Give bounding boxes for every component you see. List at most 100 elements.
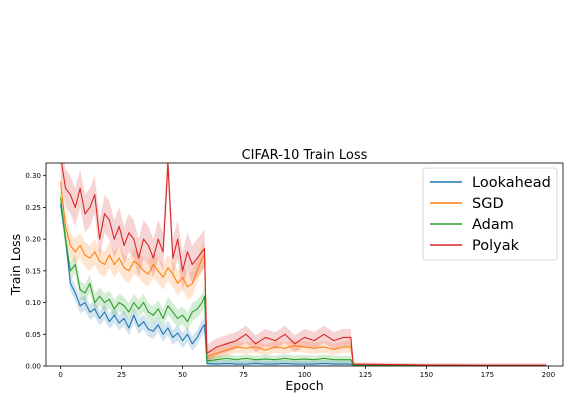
data-point-polyak — [69, 194, 71, 196]
data-point-sgd — [74, 251, 76, 253]
data-point-lookahead — [186, 333, 188, 335]
y-tick-label: 0.10 — [25, 299, 41, 307]
data-point-sgd — [60, 181, 62, 183]
data-point-lookahead — [89, 311, 91, 313]
data-point-lookahead — [147, 328, 149, 330]
data-point-lookahead — [201, 327, 203, 329]
band-adam — [60, 189, 546, 366]
data-point-polyak — [65, 187, 67, 189]
data-point-sgd — [84, 254, 86, 256]
data-point-polyak — [152, 257, 154, 259]
data-point-polyak — [94, 194, 96, 196]
data-point-polyak — [294, 343, 296, 345]
data-point-adam — [201, 302, 203, 304]
data-point-adam — [147, 311, 149, 313]
data-point-sgd — [274, 346, 276, 348]
data-point-lookahead — [216, 363, 218, 365]
data-point-adam — [104, 302, 106, 304]
data-point-sgd — [65, 225, 67, 227]
legend: Lookahead SGD Adam Polyak — [422, 167, 558, 261]
data-point-adam — [182, 314, 184, 316]
series-line-lookahead — [60, 204, 546, 366]
data-point-sgd — [235, 346, 237, 348]
data-point-adam — [204, 295, 206, 297]
y-tick-label: 0.15 — [25, 267, 41, 275]
data-point-sgd — [294, 345, 296, 347]
data-point-sgd — [104, 264, 106, 265]
data-point-lookahead — [94, 308, 96, 310]
data-point-adam — [343, 359, 345, 361]
data-point-adam — [113, 308, 115, 310]
data-point-adam — [162, 317, 164, 319]
data-point-polyak — [147, 244, 149, 246]
data-point-lookahead — [162, 333, 164, 335]
data-point-lookahead — [74, 292, 76, 294]
x-tick-label: 100 — [298, 371, 311, 379]
chart-title: CIFAR-10 Train Loss — [242, 148, 368, 163]
data-point-lookahead — [323, 362, 325, 364]
data-point-polyak — [255, 343, 257, 345]
data-point-sgd — [350, 346, 352, 348]
data-point-lookahead — [204, 324, 206, 326]
y-axis-label: Train Loss — [8, 234, 23, 296]
x-axis-label: Epoch — [285, 378, 323, 393]
data-point-sgd — [304, 346, 305, 348]
data-point-polyak — [182, 270, 184, 272]
data-point-polyak — [191, 264, 193, 265]
x-tick-label: 150 — [420, 371, 433, 379]
data-point-sgd — [172, 273, 174, 275]
series-line-adam — [60, 197, 546, 366]
data-point-polyak — [264, 336, 266, 338]
data-point-sgd — [99, 260, 101, 262]
data-point-adam — [177, 317, 179, 319]
data-point-polyak — [333, 340, 335, 342]
data-point-polyak — [350, 336, 352, 338]
data-point-polyak — [425, 364, 427, 366]
data-point-lookahead — [182, 340, 184, 342]
y-tick-label: 0.25 — [25, 204, 41, 212]
data-point-polyak — [177, 238, 179, 240]
legend-label-polyak: Polyak — [472, 238, 520, 254]
data-point-sgd — [157, 270, 159, 272]
data-point-sgd — [182, 276, 184, 278]
legend-label-lookahead: Lookahead — [472, 175, 551, 191]
data-point-lookahead — [177, 332, 179, 334]
data-point-sgd — [143, 270, 145, 272]
data-point-sgd — [225, 349, 227, 351]
y-tick-label: 0.20 — [25, 236, 41, 244]
data-point-adam — [216, 359, 218, 361]
data-point-sgd — [128, 270, 130, 272]
data-point-sgd — [118, 257, 120, 259]
legend-label-adam: Adam — [472, 217, 514, 233]
data-point-sgd — [69, 244, 71, 246]
data-point-sgd — [264, 349, 266, 351]
data-point-adam — [157, 308, 159, 310]
data-point-polyak — [274, 340, 276, 342]
data-point-lookahead — [84, 302, 86, 304]
data-point-adam — [118, 302, 120, 304]
data-point-polyak — [225, 343, 227, 345]
data-point-sgd — [123, 267, 125, 269]
data-point-polyak — [216, 346, 218, 348]
data-point-adam — [333, 359, 335, 361]
data-point-lookahead — [157, 324, 159, 326]
data-point-adam — [284, 357, 286, 359]
data-point-adam — [60, 197, 62, 199]
data-point-adam — [172, 311, 174, 313]
data-point-lookahead — [133, 314, 135, 316]
data-point-polyak — [343, 336, 345, 338]
data-point-lookahead — [304, 363, 305, 365]
data-point-adam — [245, 357, 247, 359]
data-point-polyak — [450, 364, 452, 366]
data-point-lookahead — [79, 305, 81, 307]
data-point-lookahead — [235, 363, 237, 365]
data-point-polyak — [108, 219, 110, 221]
series-line-sgd — [60, 181, 546, 366]
data-point-adam — [138, 308, 140, 310]
data-point-polyak — [545, 364, 547, 366]
data-point-lookahead — [206, 362, 208, 364]
data-point-adam — [264, 358, 266, 360]
data-point-polyak — [401, 364, 403, 366]
data-point-adam — [294, 359, 296, 361]
data-point-polyak — [74, 206, 76, 208]
